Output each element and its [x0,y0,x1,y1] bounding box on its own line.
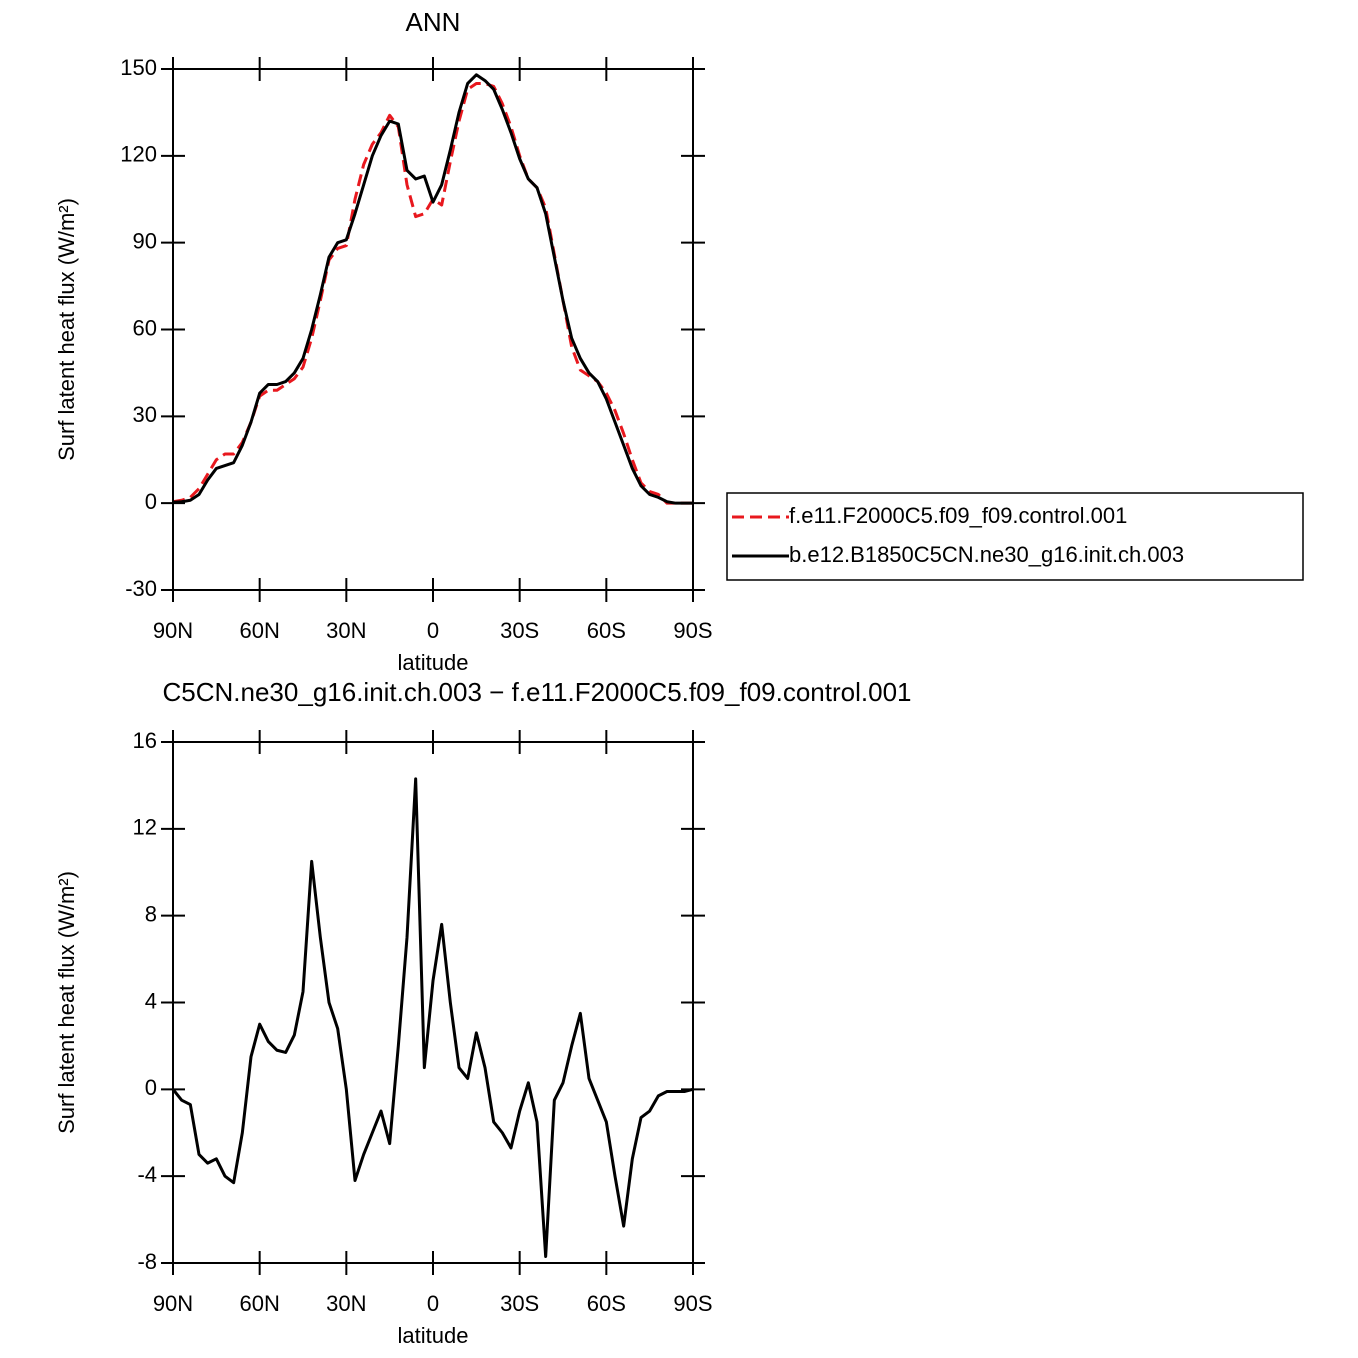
y-tick-label: -4 [137,1162,157,1187]
x-tick-label: 60S [587,618,626,643]
x-tick-label: 30N [326,1291,366,1316]
x-tick-label: 60N [239,618,279,643]
y-tick-label: 150 [120,55,157,80]
chart-title: ANN [406,7,461,37]
y-tick-label: 8 [145,901,157,926]
y-tick-label: 120 [120,142,157,167]
x-tick-label: 30S [500,618,539,643]
plot-frame [172,741,694,1264]
y-axis-label: Surf latent heat flux (W/m²) [54,198,79,461]
x-tick-label: 0 [427,1291,439,1316]
x-axis-label: latitude [398,1323,469,1348]
y-tick-label: 90 [133,228,157,253]
data-line [172,73,693,505]
x-tick-label: 0 [427,618,439,643]
y-tick-label: -30 [125,576,157,601]
y-tick-label: 0 [145,1075,157,1100]
y-tick-label: 30 [133,402,157,427]
data-line [171,777,694,1258]
x-tick-label: 60S [587,1291,626,1316]
x-tick-label: 90N [153,1291,193,1316]
legend-box [726,492,1304,581]
legend-label: f.e11.F2000C5.f09_f09.control.001 [789,503,1127,528]
y-tick-label: 4 [145,988,157,1013]
x-tick-label: 30N [326,618,366,643]
y-tick-label: 16 [133,728,157,753]
y-tick-label: 0 [145,489,157,514]
y-tick-label: 60 [133,315,157,340]
x-tick-label: 90S [673,1291,712,1316]
y-axis-label: Surf latent heat flux (W/m²) [54,871,79,1134]
x-tick-label: 60N [239,1291,279,1316]
x-tick-label: 30S [500,1291,539,1316]
data-line [172,81,693,505]
x-axis-label: latitude [398,650,469,675]
chart-title: C5CN.ne30_g16.init.ch.003 − f.e11.F2000C… [163,677,912,707]
x-tick-label: 90S [673,618,712,643]
y-tick-label: 12 [133,815,157,840]
y-tick-label: -8 [137,1249,157,1274]
legend-label: b.e12.B1850C5CN.ne30_g16.init.ch.003 [789,542,1184,567]
x-tick-label: 90N [153,618,193,643]
plot-frame [172,68,694,591]
